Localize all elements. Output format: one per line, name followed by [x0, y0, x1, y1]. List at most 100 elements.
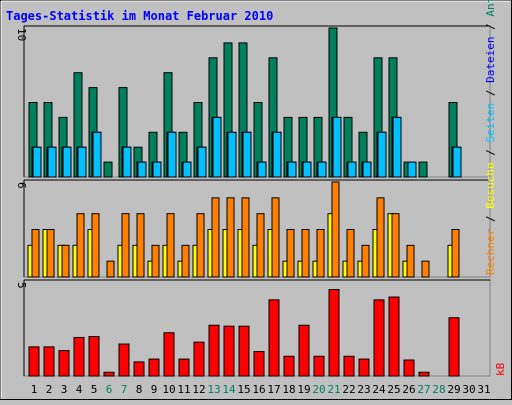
legend-entry: Dateien — [484, 37, 497, 83]
bar-rechner — [421, 260, 430, 278]
x-tick-label: 3 — [61, 383, 68, 396]
bar-rechner — [91, 213, 100, 278]
bar-rechner — [271, 197, 280, 278]
bar-kb — [448, 317, 460, 377]
legend-entry: Seiten — [484, 103, 497, 143]
bar-rechner — [61, 244, 70, 278]
x-tick-label: 29 — [447, 383, 460, 396]
bar-kb — [163, 332, 175, 377]
bar-rechner — [346, 229, 355, 278]
bar-rechner — [121, 213, 130, 278]
legend-entry: Besuche — [484, 162, 497, 208]
bar-seiten — [362, 161, 372, 178]
bar-rechner — [331, 181, 340, 278]
bar-seiten — [77, 146, 87, 178]
bar-rechner — [181, 244, 190, 278]
y-max-label-top: 10 — [15, 28, 28, 41]
bar-anfragen — [418, 161, 428, 178]
bar-kb — [283, 355, 295, 377]
x-tick-label: 16 — [252, 383, 265, 396]
bar-rechner — [166, 213, 175, 278]
bar-rechner — [136, 213, 145, 278]
bar-seiten — [197, 146, 207, 178]
bar-kb — [418, 371, 430, 377]
chart-title: Tages-Statistik im Monat Februar 2010 — [6, 9, 273, 23]
bar-seiten — [62, 146, 72, 178]
bar-rechner — [241, 197, 250, 278]
bar-seiten — [272, 131, 282, 178]
bar-kb — [178, 358, 190, 377]
bar-rechner — [286, 229, 295, 278]
x-tick-label: 20 — [312, 383, 325, 396]
x-tick-label: 19 — [297, 383, 310, 396]
x-tick-label: 12 — [192, 383, 205, 396]
bar-rechner — [106, 260, 115, 278]
legend-entry: / — [484, 209, 497, 229]
x-tick-label: 14 — [222, 383, 236, 396]
bar-kb — [238, 325, 250, 377]
bar-seiten — [317, 161, 327, 178]
bar-seiten — [407, 161, 417, 178]
bar-seiten — [392, 116, 402, 178]
x-tick-label: 27 — [417, 383, 430, 396]
bar-kb — [118, 343, 130, 377]
right-legend-top: Rechner / Besuche / Seiten / Dateien / A… — [484, 0, 497, 275]
legend-entry: / — [484, 83, 497, 103]
bar-rechner — [151, 244, 160, 278]
x-tick-label: 9 — [151, 383, 158, 396]
bar-anfragen — [103, 161, 113, 178]
bar-kb — [313, 355, 325, 377]
bar-seiten — [152, 161, 162, 178]
x-tick-label: 15 — [237, 383, 250, 396]
x-tick-label: 17 — [267, 383, 280, 396]
x-tick-label: 26 — [402, 383, 415, 396]
bar-kb — [253, 351, 265, 377]
x-tick-label: 31 — [477, 383, 490, 396]
bar-kb — [133, 361, 145, 377]
bar-rechner — [256, 213, 265, 278]
x-tick-label: 8 — [136, 383, 143, 396]
bar-seiten — [122, 146, 132, 178]
bar-rechner — [316, 229, 325, 278]
bar-rechner — [76, 213, 85, 278]
x-tick-label: 10 — [162, 383, 175, 396]
x-tick-label: 1 — [31, 383, 38, 396]
bar-seiten — [257, 161, 267, 178]
bar-kb — [358, 358, 370, 377]
bar-rechner — [31, 229, 40, 278]
x-tick-label: 18 — [282, 383, 295, 396]
bar-kb — [343, 355, 355, 377]
bar-kb — [43, 346, 55, 377]
bar-seiten — [227, 131, 237, 178]
bar-seiten — [47, 146, 57, 178]
bar-kb — [403, 359, 415, 377]
x-tick-label: 30 — [462, 383, 475, 396]
bar-seiten — [452, 146, 462, 178]
bar-kb — [73, 336, 85, 377]
bar-kb — [28, 346, 40, 377]
bar-kb — [328, 289, 340, 377]
bar-seiten — [92, 131, 102, 178]
x-tick-label: 28 — [432, 383, 445, 396]
bar-rechner — [451, 229, 460, 278]
bar-kb — [193, 341, 205, 377]
x-tick-label: 25 — [387, 383, 400, 396]
x-tick-label: 22 — [342, 383, 355, 396]
bar-seiten — [332, 116, 342, 178]
x-tick-label: 13 — [207, 383, 220, 396]
bar-seiten — [212, 116, 222, 178]
bar-seiten — [32, 146, 42, 178]
bar-kb — [88, 336, 100, 377]
x-tick-label: 21 — [327, 383, 340, 396]
legend-entry: Anfragen — [484, 0, 497, 17]
bar-seiten — [182, 161, 192, 178]
legend-entry: Rechner — [484, 228, 497, 275]
x-tick-label: 7 — [121, 383, 128, 396]
bar-rechner — [211, 197, 220, 278]
bar-kb — [103, 371, 115, 377]
x-tick-label: 4 — [76, 383, 83, 396]
legend-entry: / — [484, 17, 497, 37]
bar-rechner — [46, 229, 55, 278]
bar-kb — [58, 350, 70, 377]
